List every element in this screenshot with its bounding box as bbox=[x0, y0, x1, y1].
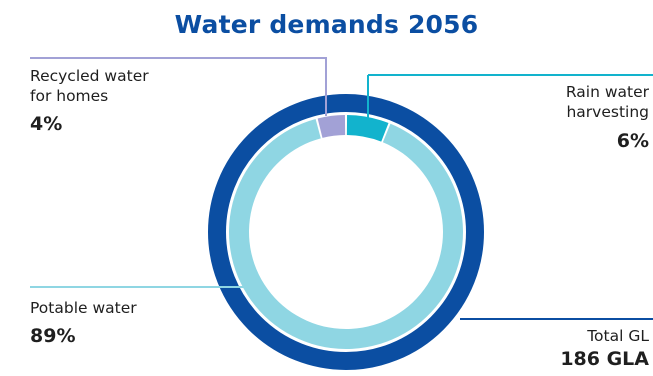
leader-line-recycled bbox=[30, 57, 327, 116]
chart-title: Water demands 2056 bbox=[174, 10, 479, 39]
label-recycled-line2: for homes bbox=[30, 87, 109, 105]
value-total: 186 GLA bbox=[560, 348, 649, 370]
value-rain: 6% bbox=[616, 130, 649, 152]
total-ring bbox=[208, 94, 484, 370]
label-total: Total GL bbox=[587, 327, 649, 345]
value-potable: 89% bbox=[30, 325, 76, 347]
label-recycled: Recycled water for homes bbox=[30, 66, 149, 106]
donut-slices bbox=[229, 115, 463, 350]
label-rain-line1: Rain water bbox=[565, 83, 649, 101]
label-potable: Potable water bbox=[30, 299, 137, 317]
leader-lines bbox=[30, 57, 653, 320]
label-recycled-line1: Recycled water bbox=[30, 67, 149, 85]
value-recycled: 4% bbox=[30, 113, 63, 135]
slice-potable-water bbox=[229, 119, 463, 350]
slice-rain-water bbox=[346, 115, 389, 142]
ring-separator bbox=[226, 112, 466, 352]
label-rain-line2: harvesting bbox=[566, 103, 649, 121]
slice-recycled-water bbox=[317, 115, 346, 138]
label-rain: Rain water harvesting bbox=[566, 82, 649, 122]
